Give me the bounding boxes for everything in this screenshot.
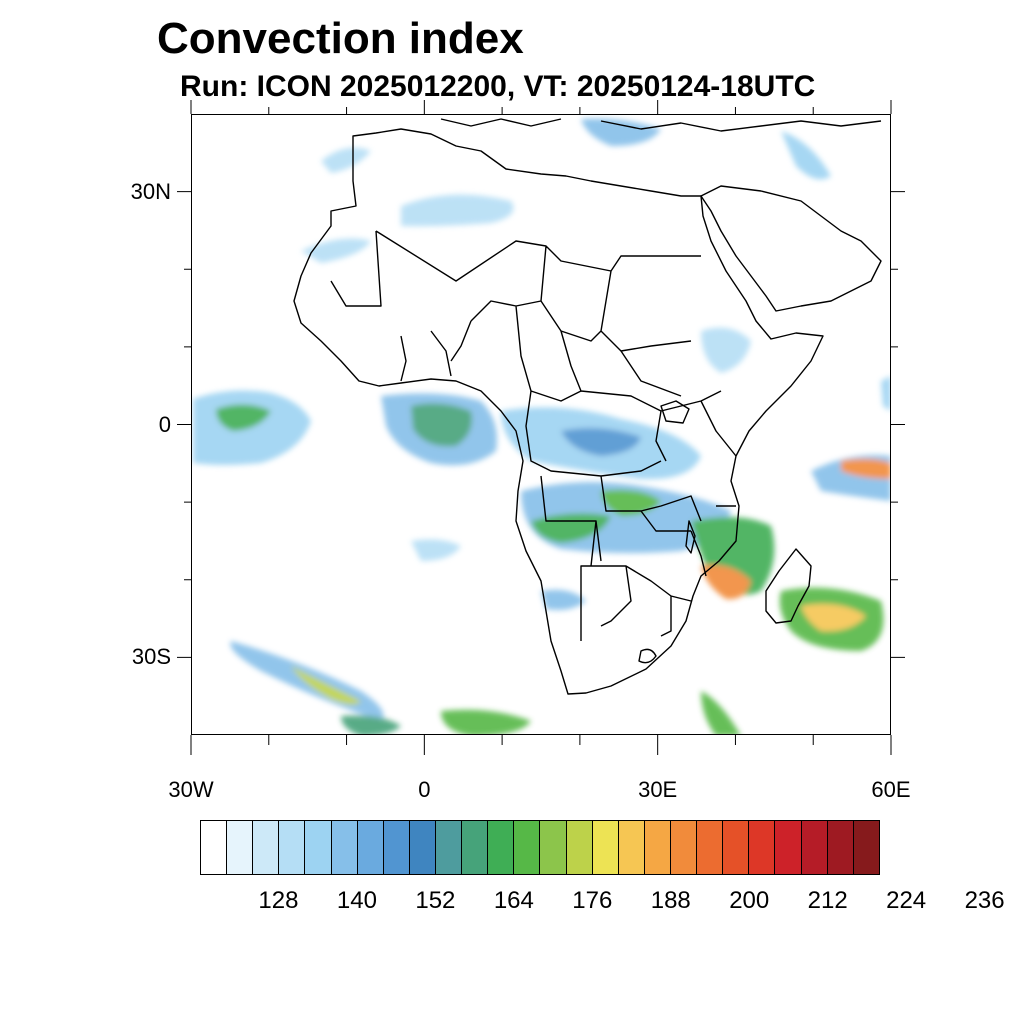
convection-area — [541, 589, 586, 610]
colorbar-swatch — [723, 821, 750, 874]
convection-area — [401, 194, 514, 227]
colorbar-swatch — [644, 821, 671, 874]
convection-area — [781, 131, 831, 180]
colorbar-swatch — [227, 821, 254, 874]
colorbar-label: 224 — [886, 887, 927, 914]
colorbar-swatch — [749, 821, 776, 874]
colorbar-label: 176 — [572, 887, 613, 914]
colorbar-label: 128 — [258, 887, 299, 914]
lake-malawi — [685, 520, 696, 554]
lon-label: 30W — [168, 777, 214, 802]
colorbar-swatch — [201, 821, 228, 874]
convection-area — [216, 404, 271, 431]
colorbar-label: 152 — [415, 887, 456, 914]
colorbar-swatch — [279, 821, 306, 874]
colorbar-swatch — [305, 821, 332, 874]
colorbar-swatch — [540, 821, 567, 874]
arabia-coastline — [700, 185, 882, 312]
map-title: Convection index — [157, 14, 524, 63]
map-panel — [191, 114, 891, 735]
convection-area — [193, 390, 311, 465]
colorbar-swatch — [618, 821, 645, 874]
madagascar-coastline — [765, 548, 812, 624]
colorbar-label: 200 — [729, 887, 770, 914]
run-valid-time-subtitle: Run: ICON 2025012200, VT: 20250124-18UTC — [180, 70, 816, 103]
convection-area — [701, 691, 740, 734]
colorbar-swatch — [566, 821, 593, 874]
colorbar-label: 140 — [336, 887, 377, 914]
convection-area — [801, 603, 866, 632]
lat-label: 30N — [130, 178, 171, 204]
convection-area — [411, 403, 472, 447]
colorbar-swatch — [357, 821, 384, 874]
lon-label: 30E — [638, 777, 678, 802]
colorbar-swatch — [697, 821, 724, 874]
colorbar-swatch — [462, 821, 489, 874]
convection-area — [701, 327, 751, 373]
colorbar — [200, 820, 880, 875]
colorbar-swatch — [331, 821, 358, 874]
colorbar-swatch — [435, 821, 463, 874]
colorbar-swatch — [775, 821, 802, 874]
convection-area — [581, 118, 661, 146]
colorbar-label: 164 — [493, 887, 534, 914]
africa-coastline — [293, 128, 824, 695]
colorbar-swatch — [827, 821, 854, 874]
colorbar-label: 188 — [650, 887, 691, 914]
colorbar-swatch — [488, 821, 515, 874]
colorbar-label: 236 — [964, 887, 1005, 914]
convection-area — [441, 709, 531, 734]
convection-area — [291, 666, 361, 705]
lon-label: 0 — [418, 777, 431, 802]
convection-area — [881, 376, 890, 411]
colorbar-swatch — [853, 821, 879, 874]
colorbar-swatch — [253, 821, 280, 874]
convection-field-layer — [193, 118, 890, 734]
lat-label: 0 — [158, 411, 171, 437]
colorbar-swatch — [801, 821, 828, 874]
lon-label: 60E — [871, 777, 911, 802]
convection-area — [561, 428, 641, 456]
convection-area — [341, 715, 401, 734]
colorbar-swatch — [592, 821, 619, 874]
country-borders — [330, 230, 737, 641]
convection-area — [841, 458, 890, 479]
lat-label: 30S — [131, 644, 171, 670]
convection-area — [701, 565, 751, 600]
colorbar-swatch — [409, 821, 436, 874]
colorbar-swatch — [514, 821, 541, 874]
colorbar-swatch — [383, 821, 410, 874]
lake-victoria — [660, 400, 690, 424]
convection-area — [411, 539, 461, 561]
convection-map — [193, 118, 890, 734]
colorbar-swatch — [670, 821, 698, 874]
europe-coastline — [440, 118, 882, 132]
convection-area — [321, 147, 371, 173]
coastline-border-layer — [293, 118, 882, 695]
lesotho-border — [638, 648, 657, 664]
colorbar-label: 212 — [807, 887, 848, 914]
convection-area — [301, 238, 371, 263]
